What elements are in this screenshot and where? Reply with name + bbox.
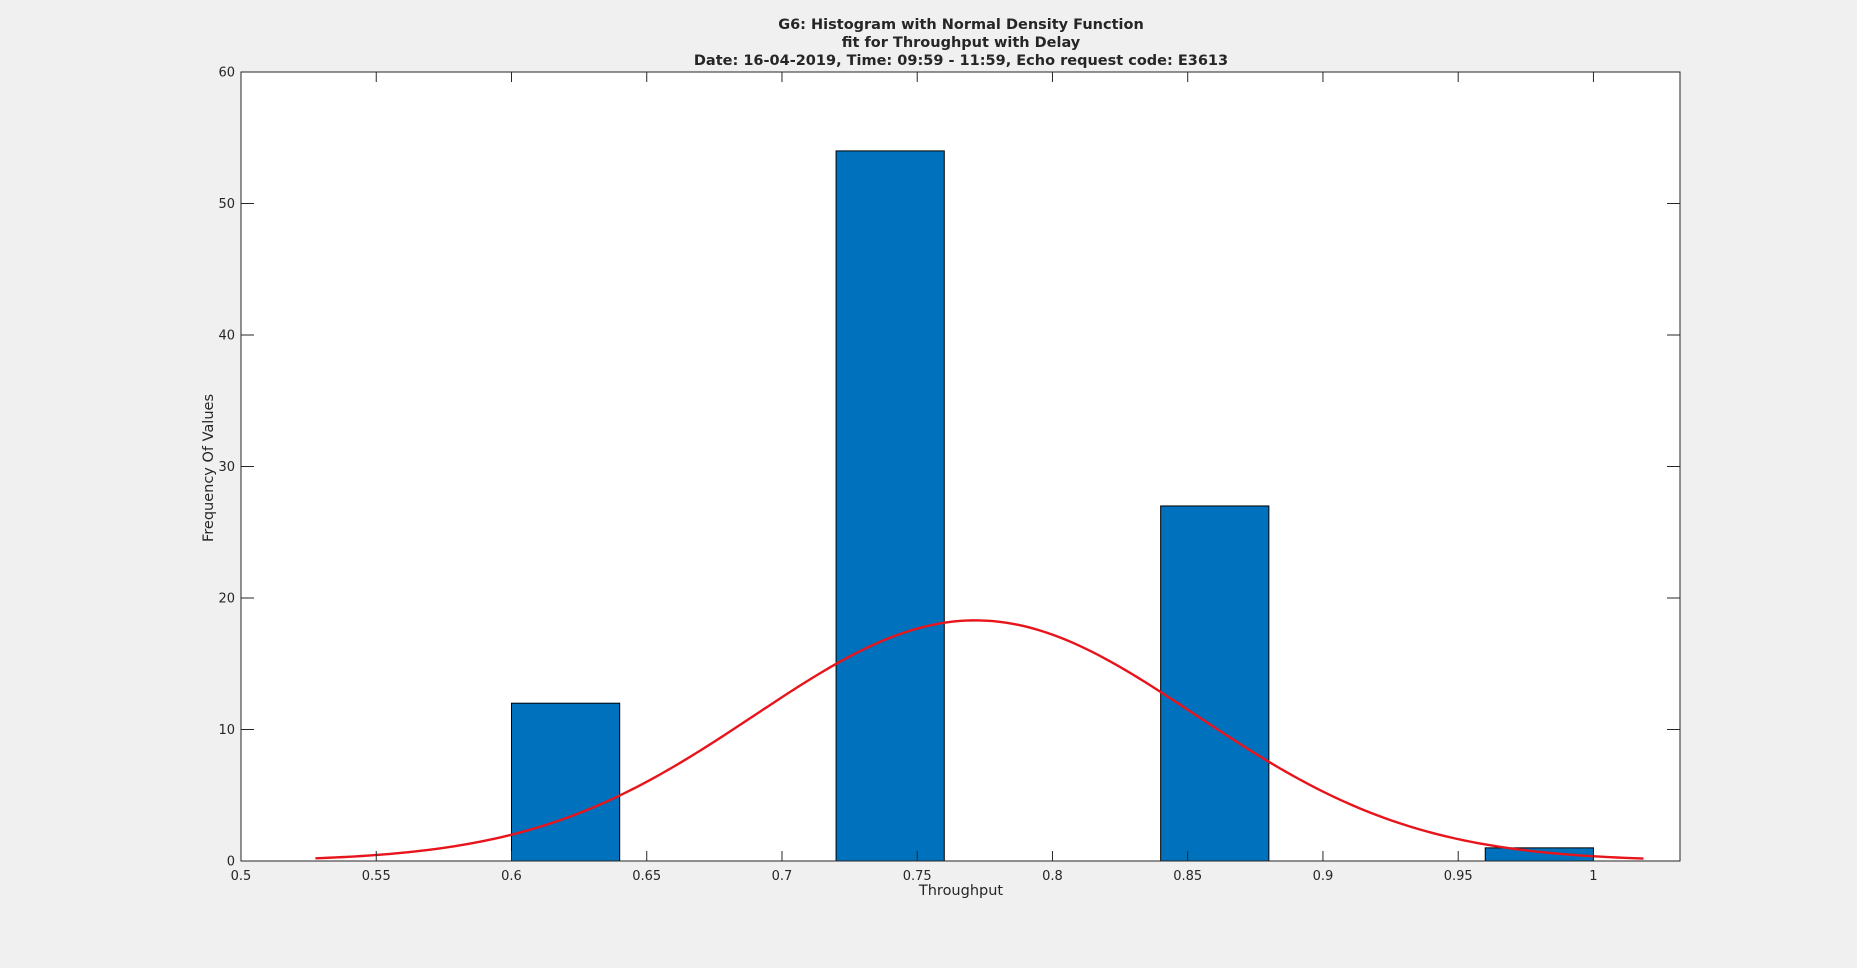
y-tick-label: 20 [218,592,235,607]
histogram-bar [835,150,945,862]
x-tick-label: 0.55 [362,869,391,884]
x-tick-label: 0.8 [1042,869,1063,884]
y-axis-ticks: 0 10 20 30 40 50 60 [218,66,1680,870]
y-tick-label: 60 [218,66,235,81]
chart-title-line-1: G6: Histogram with Normal Density Functi… [778,17,1144,33]
histogram-bar [510,702,621,862]
y-tick-label: 0 [227,855,235,870]
x-tick-label: 0.9 [1313,869,1334,884]
x-tick-label: 0.65 [632,869,661,884]
y-tick-label: 10 [218,723,235,738]
y-axis-label: Frequency Of Values [201,394,217,542]
x-tick-label: 0.85 [1173,869,1202,884]
x-tick-label: 0.7 [772,869,793,884]
x-tick-label: 0.6 [501,869,522,884]
histogram-bars [510,150,1594,862]
normal-fit-curve [315,619,1644,860]
x-axis-label: Throughput [918,883,1004,899]
x-axis-ticks: 0.5 0.55 0.6 0.65 0.7 0.75 0.8 0.85 0.9 0.95 1 [231,72,1598,884]
y-tick-label: 50 [218,197,235,212]
histogram-bar [1160,505,1270,862]
x-tick-label: 0.95 [1444,869,1473,884]
plot-area [241,72,1680,861]
chart-title-line-2: fit for Throughput with Delay [842,35,1081,51]
x-tick-label: 1 [1589,869,1597,884]
y-tick-label: 30 [218,460,235,475]
x-tick-label: 0.5 [231,869,252,884]
y-tick-label: 40 [218,329,235,344]
x-tick-label: 0.75 [903,869,932,884]
chart-title-line-3: Date: 16-04-2019, Time: 09:59 - 11:59, E… [694,53,1228,69]
